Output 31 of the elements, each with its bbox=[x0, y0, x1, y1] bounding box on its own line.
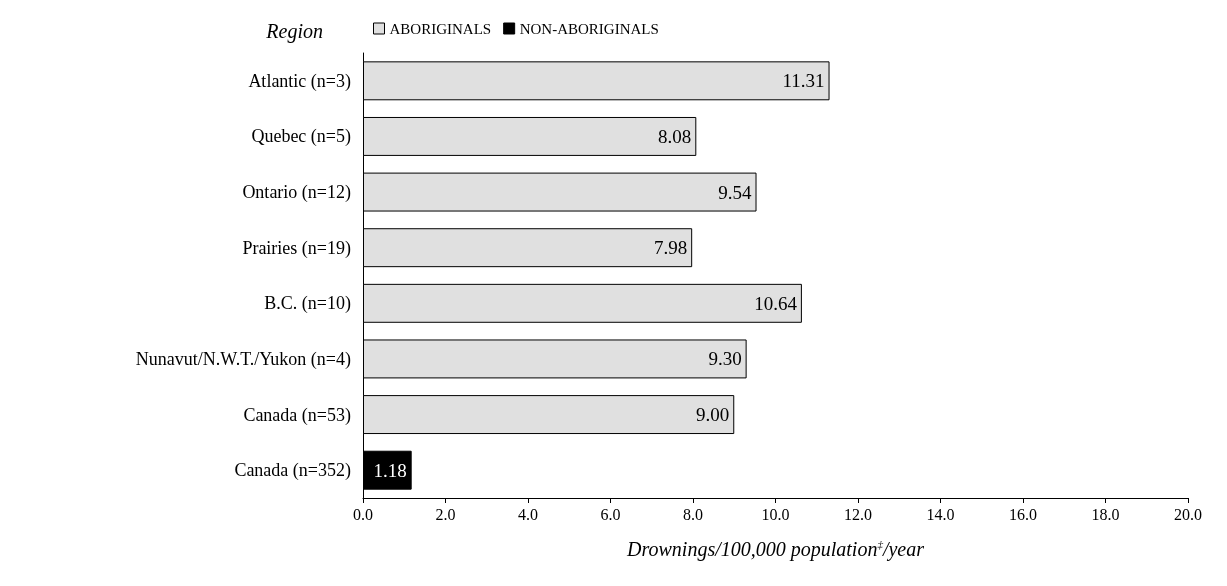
data-label: 1.18 bbox=[373, 459, 407, 481]
y-tick-label: Atlantic (n=3) bbox=[248, 70, 351, 92]
data-label: 11.31 bbox=[782, 70, 825, 92]
data-label: 10.64 bbox=[754, 292, 798, 314]
data-label: 9.30 bbox=[708, 348, 742, 370]
y-tick-label: Prairies (n=19) bbox=[242, 237, 351, 259]
y-tick-label: Quebec (n=5) bbox=[251, 126, 351, 148]
data-label: 8.08 bbox=[658, 125, 692, 147]
x-tick-label: 4.0 bbox=[518, 505, 538, 523]
y-tick-label: Ontario (n=12) bbox=[242, 182, 351, 204]
x-tick-label: 0.0 bbox=[353, 505, 373, 523]
x-tick-label: 12.0 bbox=[844, 505, 872, 523]
y-axis-title: Region bbox=[265, 20, 323, 43]
y-tick-label: Canada (n=352) bbox=[234, 460, 351, 482]
legend-label: NON-ABORIGINALS bbox=[519, 20, 659, 37]
legend-label: ABORIGINALS bbox=[389, 20, 492, 37]
x-tick-label: 16.0 bbox=[1009, 505, 1037, 523]
y-tick-label: Nunavut/N.W.T./Yukon (n=4) bbox=[135, 348, 351, 370]
x-tick-label: 14.0 bbox=[926, 505, 955, 523]
x-tick-label: 18.0 bbox=[1091, 505, 1120, 523]
x-tick-label: 8.0 bbox=[683, 505, 703, 523]
y-tick-label: B.C. (n=10) bbox=[264, 293, 351, 315]
x-axis-title: Drownings/100,000 population‡/year bbox=[626, 537, 925, 561]
data-label: 9.54 bbox=[718, 181, 753, 203]
x-tick-label: 10.0 bbox=[761, 505, 790, 523]
data-label: 9.00 bbox=[696, 404, 730, 426]
x-tick-label: 6.0 bbox=[600, 505, 621, 523]
data-label: 7.98 bbox=[653, 237, 688, 259]
y-tick-label: Canada (n=53) bbox=[243, 404, 351, 426]
x-tick-label: 2.0 bbox=[435, 505, 456, 523]
x-tick-label: 20.0 bbox=[1174, 505, 1202, 523]
